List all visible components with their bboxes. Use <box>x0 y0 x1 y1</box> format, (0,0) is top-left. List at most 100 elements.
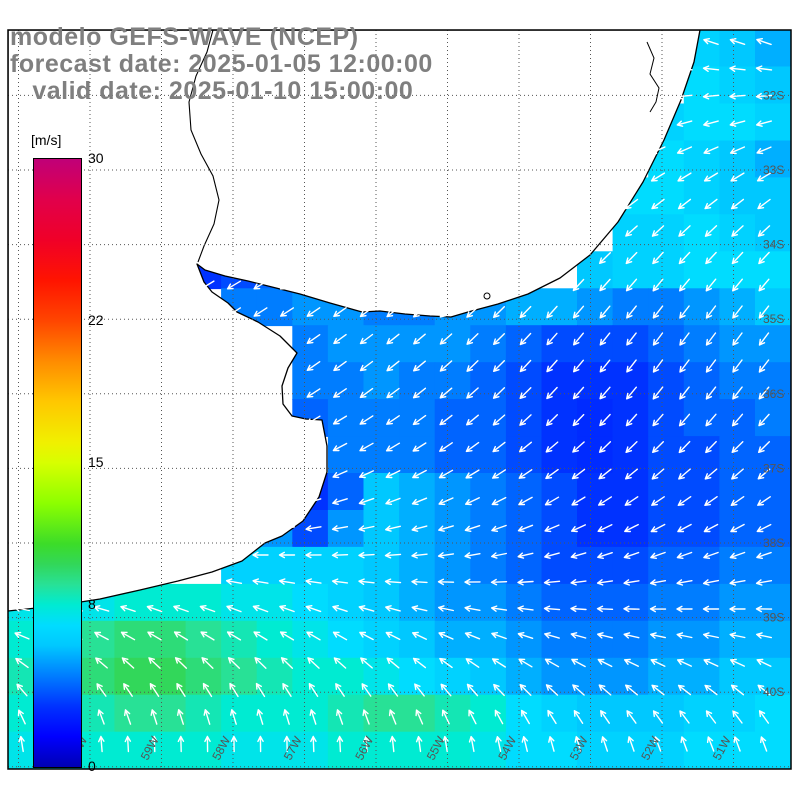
wind-arrow <box>306 307 321 317</box>
wind-arrow <box>651 468 665 480</box>
speed-cell <box>150 583 187 622</box>
wind-arrow <box>756 38 772 46</box>
wind-arrow <box>650 523 666 533</box>
colorbar-unit-label: [m/s] <box>31 132 62 148</box>
wind-arrow <box>174 657 188 669</box>
wind-arrow <box>149 683 160 697</box>
speed-cell <box>612 251 649 290</box>
wind-arrow <box>599 332 611 346</box>
speed-cell <box>221 731 258 769</box>
lat-label: 34S <box>763 238 784 252</box>
wind-arrow <box>494 709 504 725</box>
speed-cell <box>399 325 436 363</box>
wind-arrow <box>95 657 108 669</box>
wind-arrow <box>333 333 347 345</box>
wind-arrow <box>757 496 771 506</box>
wind-arrow <box>597 632 613 639</box>
wind-arrow <box>731 251 744 265</box>
wind-arrow <box>306 415 321 425</box>
wind-arrow <box>544 552 560 559</box>
wind-arrow <box>758 386 770 400</box>
speed-cell <box>399 583 436 622</box>
speed-cell <box>363 546 400 585</box>
speed-cell <box>612 325 649 363</box>
wind-arrow <box>572 278 585 292</box>
speed-cell <box>719 620 756 659</box>
wind-arrow <box>704 684 718 696</box>
wind-arrow <box>652 441 664 453</box>
speed-cell <box>719 30 756 68</box>
wind-arrow <box>623 632 640 639</box>
wind-arrow <box>652 305 664 319</box>
speed-cell <box>470 583 507 622</box>
speed-cell <box>434 731 472 769</box>
wind-arrow <box>411 605 428 612</box>
speed-cell <box>185 694 222 733</box>
speed-cell <box>434 694 472 733</box>
wind-arrow <box>492 658 506 668</box>
wind-arrow <box>279 280 295 290</box>
wind-arrow <box>729 65 746 72</box>
speed-cell <box>470 362 507 400</box>
speed-cell <box>683 657 721 696</box>
wind-arrow <box>519 441 532 453</box>
wind-arrow <box>625 441 638 453</box>
wind-arrow <box>732 305 743 319</box>
wind-arrow <box>412 387 427 399</box>
wind-arrow <box>517 552 534 559</box>
wind-arrow <box>731 413 744 427</box>
wind-arrow <box>493 683 505 697</box>
speed-cell <box>719 214 756 253</box>
wind-arrow <box>518 658 533 668</box>
wind-arrow <box>278 578 296 585</box>
wind-arrow <box>17 709 26 725</box>
speed-cell <box>719 399 756 437</box>
wind-arrow <box>758 251 770 265</box>
wind-arrow <box>464 552 481 559</box>
wind-arrow <box>282 683 292 697</box>
wind-arrow <box>544 524 560 533</box>
wind-arrow <box>173 605 189 613</box>
wind-arrow <box>705 251 717 265</box>
speed-cell <box>719 731 756 769</box>
wind-arrow <box>306 334 321 344</box>
wind-arrow <box>597 524 613 533</box>
wind-arrow <box>623 551 640 559</box>
speed-cell <box>719 546 756 585</box>
wind-arrow <box>626 359 637 373</box>
speed-cell <box>470 620 507 659</box>
wind-arrow <box>519 414 532 426</box>
wind-arrow <box>757 468 771 480</box>
valid-date-line: valid date: 2025-01-10 15:00:00 <box>10 77 414 105</box>
wind-arrow <box>255 682 266 698</box>
speed-cell <box>683 325 721 363</box>
speed-cell <box>683 694 721 733</box>
wind-arrow <box>253 253 268 263</box>
wind-arrow <box>252 605 269 613</box>
lat-label: 38S <box>763 536 784 550</box>
wind-arrow <box>306 388 321 398</box>
wind-arrow <box>252 578 269 585</box>
title-block: modelo GEFS-WAVE (NCEP) forecast date: 2… <box>10 24 433 105</box>
wind-arrow <box>331 551 349 559</box>
speed-cell <box>114 731 151 769</box>
wind-arrow <box>466 387 479 399</box>
wind-arrow <box>226 280 242 290</box>
wind-arrow <box>14 605 30 612</box>
wind-arrow <box>678 251 691 265</box>
wind-arrow <box>545 468 559 480</box>
wind-arrow <box>414 683 425 697</box>
speed-cell <box>683 140 721 179</box>
wind-arrow <box>230 709 237 725</box>
wind-arrow <box>412 414 427 426</box>
coastline <box>8 30 701 612</box>
speed-cell <box>292 620 329 659</box>
lat-label: 39S <box>763 611 784 625</box>
wind-arrow <box>730 198 745 210</box>
wind-arrow <box>677 172 692 182</box>
wind-arrow <box>253 631 268 641</box>
wind-arrow <box>705 413 717 427</box>
wind-arrow <box>624 658 639 667</box>
speed-cell <box>755 103 791 142</box>
wind-arrow <box>705 440 717 454</box>
